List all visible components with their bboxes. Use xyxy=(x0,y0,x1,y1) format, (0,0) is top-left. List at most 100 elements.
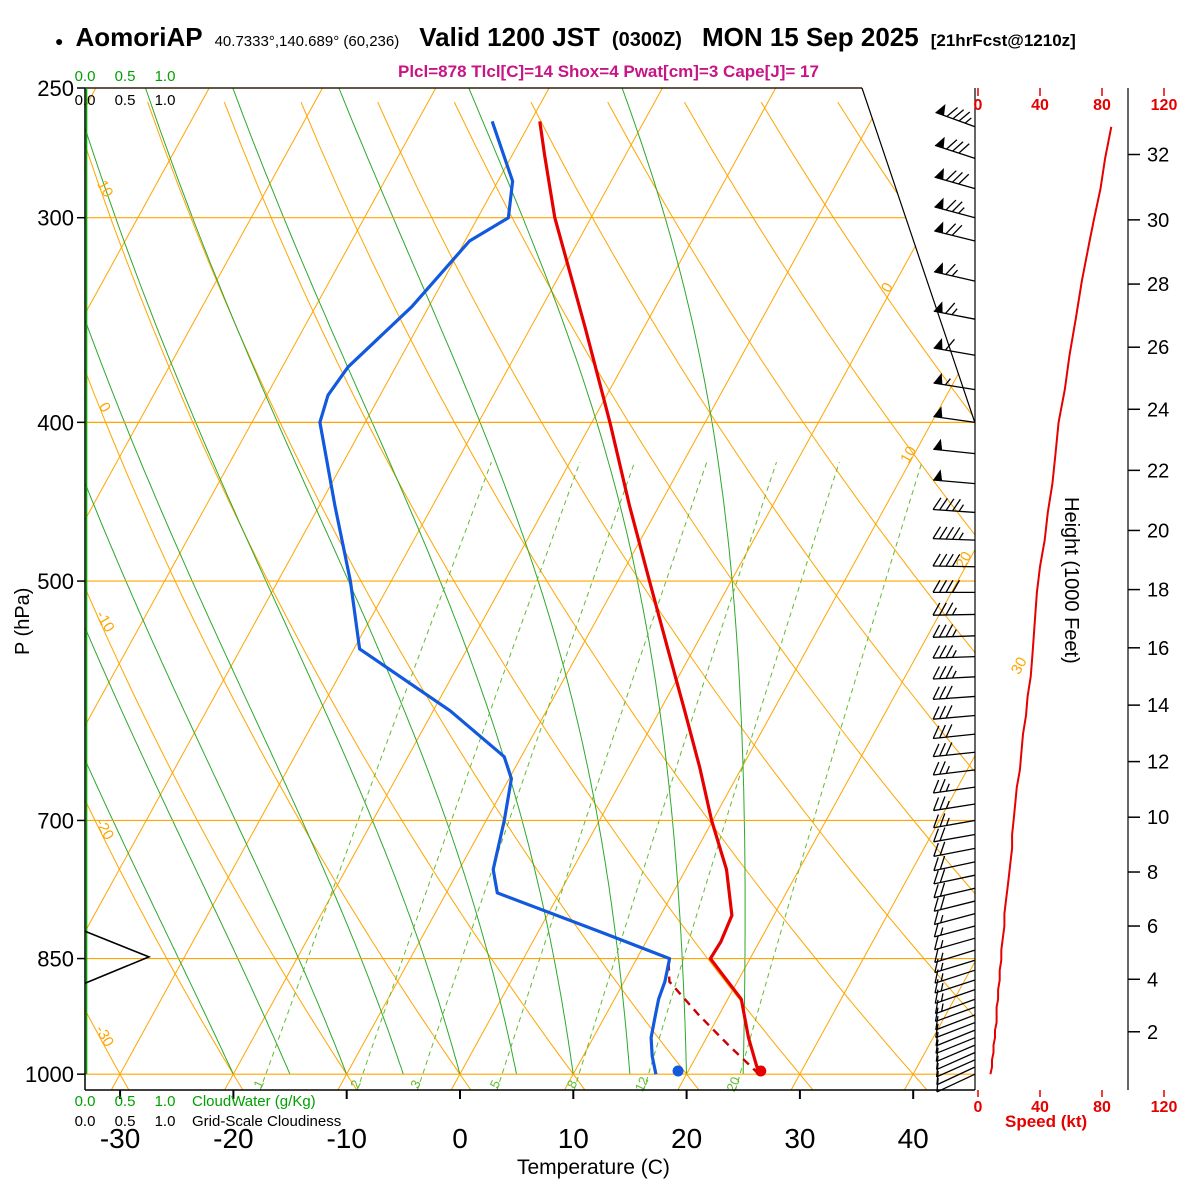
wind-barb xyxy=(933,855,976,872)
wind-barb-staff xyxy=(934,937,976,951)
dry-adiabat-line xyxy=(85,101,358,1090)
wind-barb-full xyxy=(945,302,956,314)
wind-barb-full xyxy=(932,602,941,616)
wind-barb-flag xyxy=(934,262,943,274)
temperature-curve xyxy=(538,121,761,1075)
height-tick-label: 10 xyxy=(1147,807,1169,829)
wind-barb xyxy=(932,705,976,720)
wind-barb-half xyxy=(940,927,944,936)
wind-barb-half xyxy=(958,532,964,540)
wind-barb xyxy=(934,197,976,219)
wind-barb-half xyxy=(958,207,965,214)
wind-barb-full xyxy=(945,624,954,638)
wind-barb-staff xyxy=(935,111,976,128)
wind-barb xyxy=(933,923,976,938)
wind-barb xyxy=(933,896,976,912)
wind-barb-full xyxy=(939,827,946,841)
moist-adiabat-line xyxy=(85,88,404,1075)
wind-barb-half xyxy=(964,117,972,124)
wind-barb-staff xyxy=(934,979,976,994)
moist-adiabat-line xyxy=(621,88,746,1075)
wind-barb-full xyxy=(939,761,946,775)
wind-barb xyxy=(932,796,976,812)
height-tick-label: 4 xyxy=(1147,969,1158,991)
isotherm-line xyxy=(564,88,975,1090)
wind-barb-flag xyxy=(934,197,944,210)
moist-adiabat-line xyxy=(85,88,234,1075)
wind-barb-staff xyxy=(934,949,976,964)
wind-barb-half xyxy=(945,765,950,774)
wind-barb-full xyxy=(933,923,939,938)
plot-corner-diagonal xyxy=(861,87,976,424)
wind-barb xyxy=(934,221,976,242)
mixing-ratio-line xyxy=(734,461,923,1090)
isotherm-line xyxy=(790,88,975,1090)
wind-barb xyxy=(932,624,976,638)
isotherm-line xyxy=(450,88,975,1090)
cloudiness-scale-value: 1.0 xyxy=(154,1113,176,1130)
wind-barb-staff xyxy=(934,230,976,242)
wind-barb-full xyxy=(945,602,954,616)
dry-adiabat-line xyxy=(147,101,700,1090)
temperature-tick-label: 40 xyxy=(898,1123,929,1154)
wind-barb xyxy=(932,742,976,758)
wind-barb-full xyxy=(933,857,939,871)
wind-speed-curve xyxy=(989,126,1113,1075)
wind-barb xyxy=(933,338,976,356)
wind-barb-full xyxy=(939,813,946,827)
wind-barb-full xyxy=(958,173,970,185)
wind-barb-half xyxy=(945,800,950,809)
wind-barb-full xyxy=(938,645,947,659)
mixing-ratio-line xyxy=(643,461,840,1090)
wind-barb-full xyxy=(952,498,961,512)
isotherm-line xyxy=(85,88,437,1090)
wind-barb-staff xyxy=(933,803,976,812)
wind-barb-full xyxy=(932,743,940,757)
mixing-ratio-label: 20 xyxy=(723,1074,743,1093)
surface-temperature-dot xyxy=(755,1065,767,1077)
wind-barb-half xyxy=(945,783,950,792)
wind-barb-full xyxy=(951,553,961,567)
wind-barb-half xyxy=(945,817,950,826)
pressure-tick-label: 400 xyxy=(37,410,74,435)
wind-barb-full xyxy=(932,686,940,700)
pressure-tick-label: 300 xyxy=(37,206,74,231)
dry-adiabat-line xyxy=(607,101,975,1090)
wind-barb-full xyxy=(945,170,957,181)
wind-barb-half xyxy=(940,962,944,971)
height-tick-label: 12 xyxy=(1147,752,1169,774)
wind-barb-staff xyxy=(933,887,976,899)
moist-adiabat-line xyxy=(338,88,631,1075)
moist-adiabat-line xyxy=(468,88,687,1075)
cloudiness-scale-value: 0.0 xyxy=(74,92,96,109)
wind-barb-half xyxy=(940,952,944,961)
dry-adiabat-line xyxy=(377,101,975,1090)
wind-barb-staff xyxy=(934,925,976,938)
wind-barb-full xyxy=(939,778,946,793)
wind-barb xyxy=(933,827,976,843)
wind-barb-full xyxy=(945,498,955,511)
wind-barb xyxy=(932,761,976,776)
wind-barb-full xyxy=(933,870,939,885)
wind-barb xyxy=(933,936,976,951)
height-tick-label: 32 xyxy=(1147,145,1169,167)
wind-barb-half xyxy=(940,940,944,949)
speed-tick-label-bottom: 0 xyxy=(974,1099,983,1116)
wind-barb xyxy=(933,813,976,829)
wind-barb-flag xyxy=(933,406,943,418)
wind-barb-staff xyxy=(936,1073,976,1093)
wind-barb-half xyxy=(951,629,957,637)
wind-barb-half xyxy=(940,914,944,924)
height-tick-label: 6 xyxy=(1147,916,1158,938)
wind-barb-half xyxy=(958,504,965,512)
wind-barb-staff xyxy=(933,508,976,514)
wind-barb-full xyxy=(951,527,961,540)
wind-barb-half xyxy=(940,983,944,992)
wind-barb-full xyxy=(939,742,946,757)
height-tick-label: 16 xyxy=(1147,638,1169,660)
speed-tick-label-top: 80 xyxy=(1093,97,1111,114)
wind-barb-full xyxy=(952,109,965,120)
wind-barb xyxy=(934,948,976,964)
cloudwater-scale-value: 0.0 xyxy=(74,1093,96,1110)
